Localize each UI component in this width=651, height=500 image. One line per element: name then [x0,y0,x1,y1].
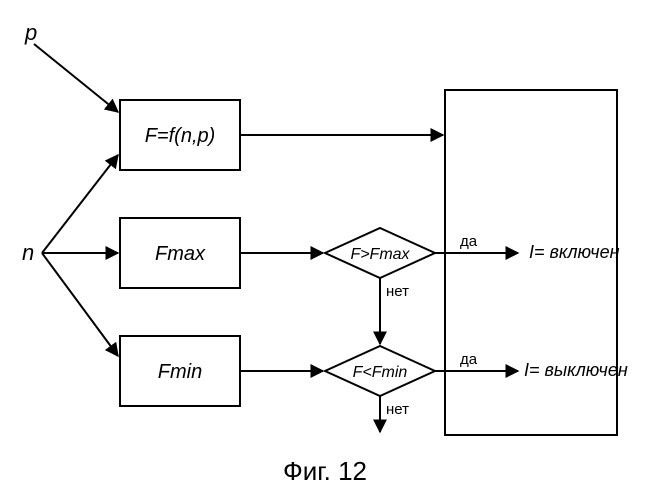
box-fmax: Fmax [120,218,240,288]
output-container [445,90,617,435]
output-off-label: I= выключен [524,360,628,380]
edge-n-to-fmin [42,253,118,356]
input-n-label: n [22,240,34,265]
box-fmin-label: Fmin [158,361,202,383]
decision-fmax-label: F>Fmax [350,246,410,263]
decision-fmin-label: F<Fmin [353,364,408,381]
d2-yes-label: да [460,351,478,368]
input-p-label: p [24,20,37,45]
d2-no-label: нет [386,401,409,418]
d1-yes-label: да [460,233,478,250]
decision-fmax: F>Fmax [325,228,435,278]
figure-caption: Фиг. 12 [283,456,367,486]
output-on-label: I= включен [529,242,620,262]
edge-p-to-f [34,44,118,112]
box-f-label: F=f(n,p) [145,125,216,147]
box-fmax-label: Fmax [155,243,206,265]
d1-no-label: нет [386,283,409,300]
box-f: F=f(n,p) [120,100,240,170]
edge-n-to-f [42,155,118,253]
decision-fmin: F<Fmin [325,346,435,396]
box-fmin: Fmin [120,336,240,406]
